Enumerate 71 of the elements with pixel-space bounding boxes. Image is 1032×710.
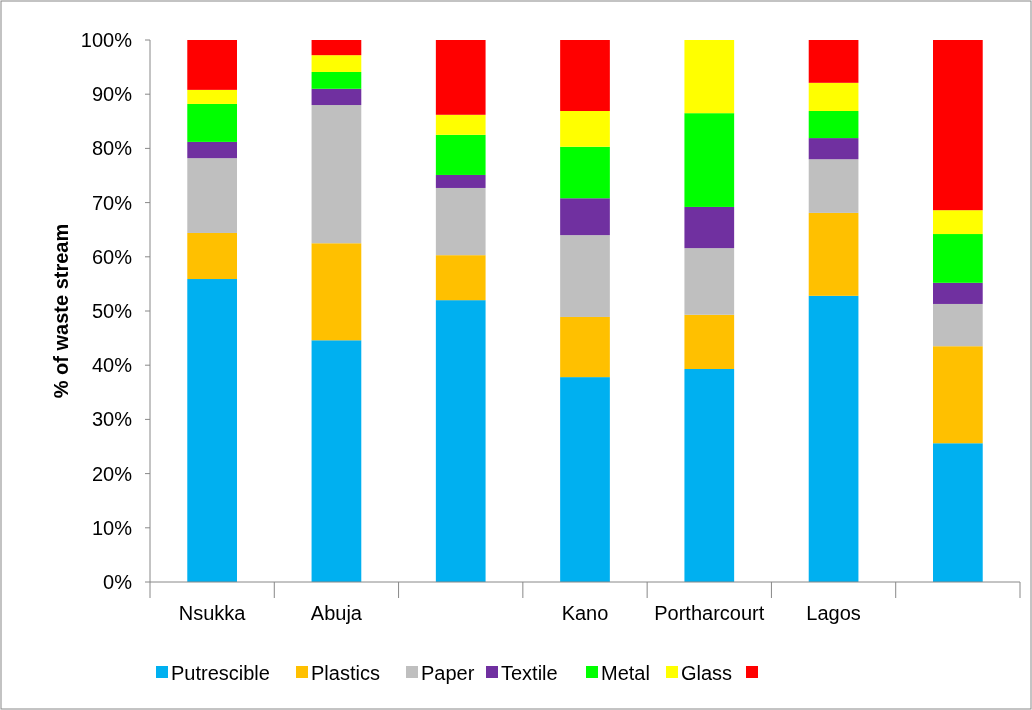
y-tick-label: 100% (80, 29, 133, 51)
bar (311, 71, 362, 89)
legend-label: Textile (501, 662, 558, 684)
y-tick-label: 50% (91, 300, 133, 322)
legend-label: Plastics (311, 662, 380, 684)
bar (311, 243, 362, 341)
bar (187, 158, 237, 233)
y-tick-label: 10% (91, 516, 133, 539)
legend-label: Paper (421, 662, 475, 684)
bar (684, 206, 735, 249)
bar (560, 111, 610, 147)
bar (808, 138, 859, 160)
x-tick-label: Abuja (310, 602, 363, 624)
x-tick-label: Lagos (806, 602, 861, 624)
bar (187, 103, 237, 142)
bar (808, 159, 859, 213)
bar (435, 187, 486, 256)
bar (684, 314, 735, 369)
bar (684, 113, 735, 207)
bar (933, 443, 983, 582)
legend-label: Putrescible (171, 662, 270, 684)
bar (933, 346, 983, 444)
bar (560, 198, 610, 236)
x-tick-label: Kano (561, 602, 609, 624)
y-axis-title: % of waste stream (50, 223, 72, 399)
bar (187, 141, 237, 159)
y-tick-label: 70% (91, 191, 133, 214)
bar (933, 210, 983, 235)
y-tick-label: 90% (91, 83, 133, 106)
bar (684, 40, 735, 114)
x-tick-label: Portharcourt (654, 602, 765, 624)
bar (311, 55, 362, 72)
bar (560, 146, 610, 199)
x-tick-label: Nsukka (178, 602, 247, 624)
bar (435, 255, 486, 301)
bar (560, 40, 610, 111)
bar (311, 340, 362, 582)
bar (187, 89, 237, 104)
bar (933, 303, 983, 347)
y-tick-label: 80% (91, 137, 133, 160)
legend-label: Metal (601, 662, 650, 684)
bar (684, 368, 735, 582)
bar (808, 212, 859, 296)
bar (808, 111, 859, 139)
bar (684, 248, 735, 315)
bar (933, 40, 983, 211)
bar (560, 235, 610, 317)
bar (311, 40, 362, 56)
legend-label: Glass (681, 662, 733, 684)
bar (933, 282, 983, 304)
bar (560, 377, 610, 582)
y-tick-label: 40% (91, 354, 133, 377)
bar (435, 174, 486, 188)
y-tick-label: 60% (91, 245, 133, 268)
bar (560, 316, 610, 378)
bar (187, 232, 237, 280)
bar (187, 40, 237, 90)
bar (933, 234, 983, 283)
y-tick-label: 30% (91, 408, 133, 431)
bar (435, 134, 486, 175)
bar (808, 295, 859, 582)
bar (808, 40, 859, 83)
bar (435, 300, 486, 582)
bar (311, 88, 362, 106)
bar (435, 114, 486, 135)
bar (435, 40, 486, 115)
bar (311, 105, 362, 244)
bar (808, 82, 859, 111)
y-tick-label: 0% (103, 571, 133, 593)
bar (187, 279, 237, 582)
y-tick-label: 20% (91, 462, 133, 485)
